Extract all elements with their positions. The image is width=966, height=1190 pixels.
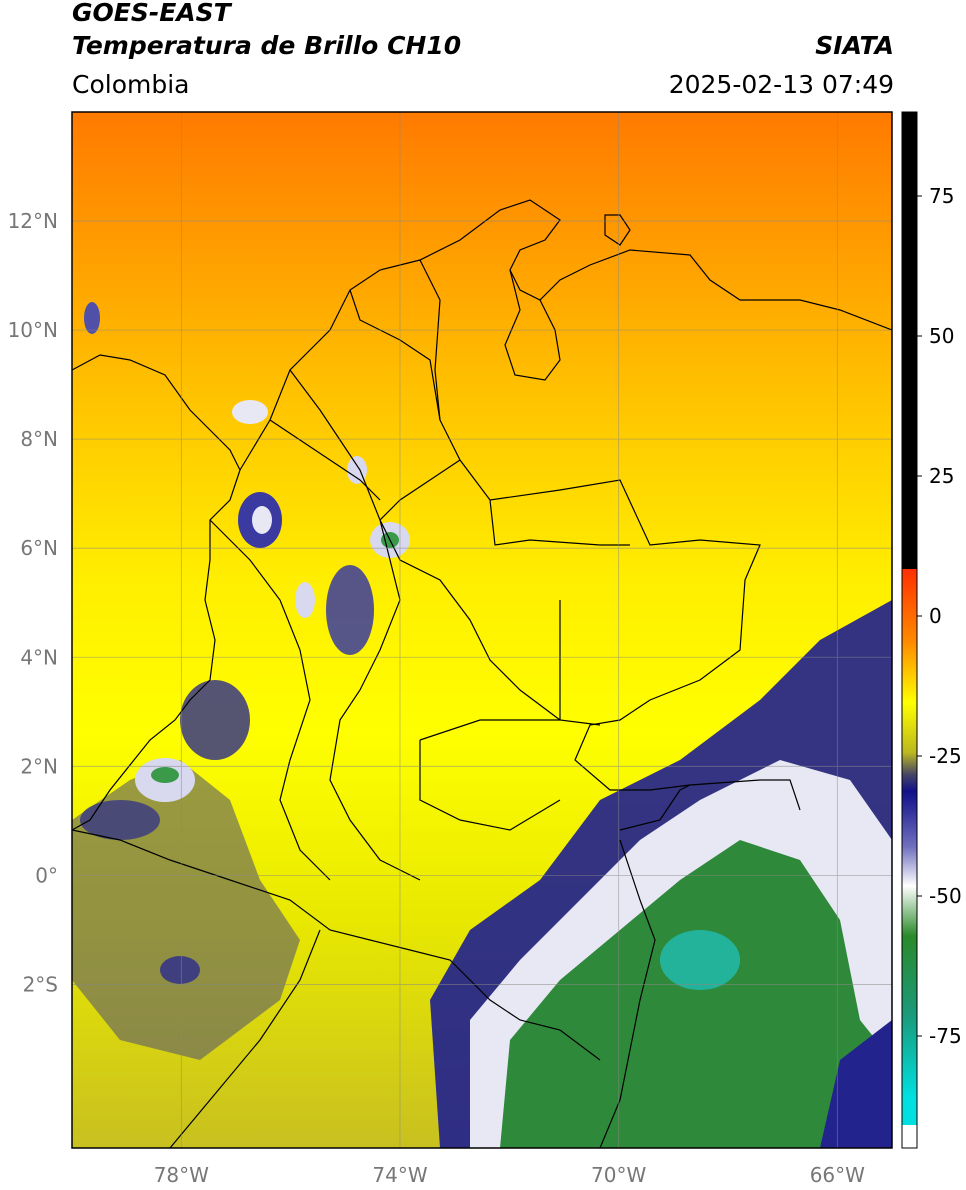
colorbar-tick-label: -50: [929, 884, 962, 908]
colorbar-tick-label: 25: [929, 464, 954, 488]
colorbar-frame: [901, 111, 918, 1149]
region-label: Colombia: [72, 70, 190, 99]
lat-label: 0°: [35, 863, 58, 887]
colorbar-tick-label: 50: [929, 324, 954, 348]
gridlines: [72, 112, 892, 1148]
colorbar-tick-label: 0: [929, 604, 942, 628]
organization-label: SIATA: [815, 31, 894, 60]
lat-label: 6°N: [20, 536, 58, 560]
lon-label: 78°W: [154, 1163, 209, 1187]
lat-label: 2°S: [23, 972, 58, 996]
colorbar-tick-label: -25: [929, 744, 962, 768]
boundaries: [72, 199, 892, 1148]
colorbar-black-segment: [902, 112, 917, 569]
lon-label: 70°W: [591, 1163, 646, 1187]
lon-label: 66°W: [810, 1163, 865, 1187]
colorbar: 75 50 25 0 -25 -50 -75: [901, 111, 962, 1149]
colorbar-tick-label: 75: [929, 184, 954, 208]
lat-label: 12°N: [8, 209, 58, 233]
lat-label: 8°N: [20, 427, 58, 451]
colorbar-ticks: 75 50 25 0 -25 -50 -75: [917, 184, 962, 1048]
brightness-field: [72, 112, 892, 1148]
datetime-label: 2025-02-13 07:49: [668, 70, 894, 99]
lon-label: 74°W: [372, 1163, 427, 1187]
lat-label: 10°N: [8, 318, 58, 342]
colorbar-gradient: [902, 569, 917, 1125]
colorbar-tick-label: -75: [929, 1024, 962, 1048]
map-frame: [71, 111, 893, 1149]
longitude-labels: 78°W 74°W 70°W 66°W: [154, 1163, 865, 1187]
lat-label: 4°N: [20, 645, 58, 669]
product-title: Temperatura de Brillo CH10: [72, 31, 462, 60]
colorbar-white-segment: [902, 1125, 917, 1148]
latitude-labels: 12°N 10°N 8°N 6°N 4°N 2°N 0° 2°S: [8, 209, 58, 996]
satellite-title: GOES-EAST: [72, 0, 231, 27]
lat-label: 2°N: [20, 754, 58, 778]
